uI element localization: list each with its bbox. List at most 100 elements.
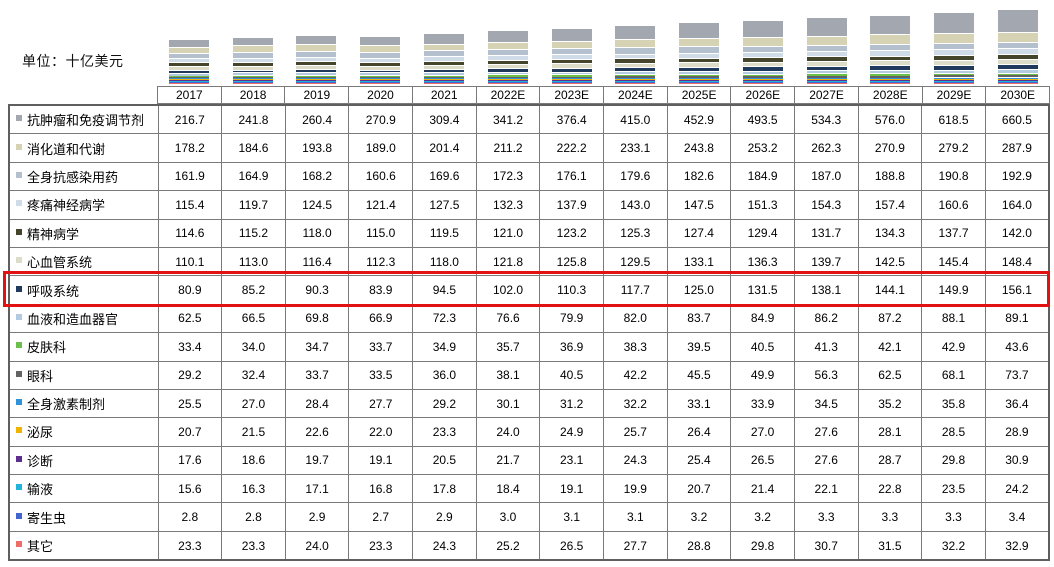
value-cell: 169.6 — [412, 161, 477, 192]
stacked-bar-2025E — [679, 23, 720, 84]
bar-segment — [424, 81, 465, 82]
value-cell: 43.6 — [984, 332, 1050, 362]
value-cell: 270.9 — [348, 104, 414, 135]
bar-segment — [424, 69, 465, 74]
value-cell: 17.6 — [157, 445, 223, 476]
bar-segment — [615, 63, 656, 69]
row-label: 血液和造血器官 — [8, 303, 159, 334]
bar-segment — [232, 78, 273, 79]
bar-segment — [487, 81, 528, 82]
bar-segment — [296, 78, 337, 79]
value-cell: 28.4 — [284, 388, 350, 419]
value-cell: 3.3 — [793, 502, 859, 532]
bar-segment — [806, 74, 847, 76]
bar-segment — [870, 51, 911, 57]
table-row: 寄生虫 2.8 2.8 2.9 2.7 2.9 3.0 3.1 3.1 3.2 3.2 3.3 3.3 3… — [8, 502, 1050, 532]
bar-segment — [168, 79, 209, 80]
bar-segment — [615, 81, 656, 82]
legend-swatch — [16, 455, 22, 462]
bar-segment — [998, 73, 1039, 76]
bar-segment — [360, 66, 401, 71]
value-cell: 19.1 — [539, 474, 604, 504]
year-header-cell: 2027E — [794, 86, 859, 104]
value-cell: 184.9 — [730, 161, 795, 192]
value-cell: 17.1 — [284, 474, 350, 504]
bar-segment — [551, 75, 592, 77]
bar-segment — [168, 81, 209, 82]
year-header-cell: 2029E — [921, 86, 987, 104]
row-label: 诊断 — [8, 445, 159, 476]
bar-segment — [870, 35, 911, 45]
bar-segment — [551, 72, 592, 76]
value-cell: 24.0 — [284, 530, 350, 561]
bar-segment — [934, 81, 975, 83]
value-cell: 22.8 — [857, 474, 923, 504]
row-label: 消化道和代谢 — [8, 133, 159, 163]
value-cell: 112.3 — [348, 246, 414, 277]
value-cell: 32.4 — [221, 360, 286, 390]
bar-segment — [998, 65, 1039, 71]
bar-segment — [742, 52, 783, 59]
value-cell: 243.8 — [666, 133, 732, 163]
value-cell: 28.5 — [921, 417, 986, 447]
table-row: 抗肿瘤和免疫调节剂 216.7 241.8 260.4 270.9 309.4 341.2 3… — [8, 104, 1050, 135]
legend-swatch — [16, 228, 22, 235]
bar-segment — [870, 71, 911, 75]
bar-segment — [934, 73, 975, 76]
bar-segment — [360, 46, 401, 53]
bar-segment — [934, 65, 975, 71]
value-cell: 189.0 — [348, 133, 414, 163]
bar-segment — [168, 75, 209, 77]
value-cell: 31.5 — [857, 530, 923, 561]
bar-slot-2026E — [731, 0, 795, 84]
bar-segment — [806, 75, 847, 78]
value-cell: 3.1 — [539, 502, 604, 532]
value-cell: 156.1 — [984, 275, 1050, 305]
bar-segment — [360, 58, 401, 63]
value-cell: 233.1 — [602, 133, 668, 163]
bar-segment — [232, 66, 273, 71]
bar-segment — [679, 77, 720, 79]
legend-swatch — [16, 143, 22, 150]
value-cell: 176.1 — [539, 161, 604, 192]
value-cell: 157.4 — [857, 190, 923, 220]
year-header-cell: 2023E — [539, 86, 605, 104]
bar-segment — [168, 40, 209, 48]
bar-segment — [487, 65, 528, 70]
value-cell: 164.0 — [984, 190, 1050, 220]
bar-segment — [934, 80, 975, 82]
bar-segment — [487, 82, 528, 83]
value-cell: 73.7 — [984, 360, 1050, 390]
legend-swatch — [16, 285, 22, 292]
row-label: 泌尿 — [8, 417, 159, 447]
bar-segment — [232, 58, 273, 63]
bar-segment — [934, 60, 975, 66]
bar-segment — [870, 81, 911, 83]
bar-slot-2021 — [412, 0, 476, 84]
value-cell: 86.2 — [793, 303, 859, 334]
bar-segment — [806, 80, 847, 82]
row-label: 呼吸系统 — [8, 275, 159, 305]
bar-segment — [551, 79, 592, 80]
value-cell: 16.8 — [348, 474, 414, 504]
value-cell: 149.9 — [921, 275, 986, 305]
legend-swatch — [16, 313, 22, 320]
bar-segment — [998, 81, 1039, 83]
bar-segment — [360, 82, 401, 83]
value-cell: 33.5 — [348, 360, 414, 390]
year-header-cell: 2018 — [220, 86, 286, 104]
bar-slot-2028E — [859, 0, 923, 84]
bar-slot-2017 — [157, 0, 221, 84]
value-cell: 253.2 — [730, 133, 795, 163]
bar-segment — [424, 75, 465, 77]
value-cell: 102.0 — [475, 275, 541, 305]
stacked-bar-2029E — [934, 12, 975, 84]
value-cell: 29.8 — [921, 445, 986, 476]
bar-segment — [742, 37, 783, 47]
bar-segment — [806, 57, 847, 62]
bar-segment — [232, 38, 273, 47]
bar-segment — [551, 55, 592, 61]
stacked-bar-2023E — [551, 28, 592, 84]
bar-segment — [424, 44, 465, 52]
